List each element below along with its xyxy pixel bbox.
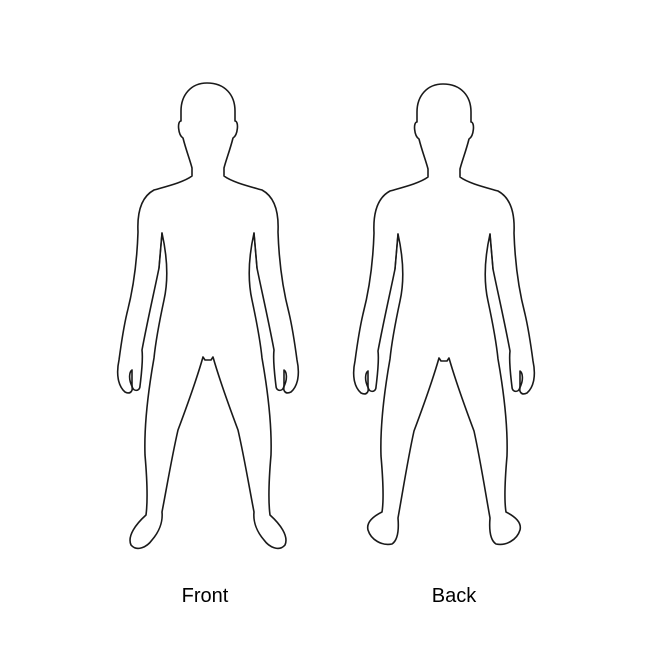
back-body-outline xyxy=(352,83,536,546)
front-right-arm-gap xyxy=(253,232,258,269)
front-body-outline xyxy=(116,82,300,550)
back-right-arm-gap xyxy=(489,233,494,270)
back-left-arm-gap xyxy=(394,233,399,270)
front-body-figure xyxy=(116,82,300,550)
front-view-label: Front xyxy=(182,585,229,607)
back-body-figure xyxy=(352,83,536,546)
front-left-arm-gap xyxy=(158,232,163,269)
back-view-label: Back xyxy=(432,585,477,607)
